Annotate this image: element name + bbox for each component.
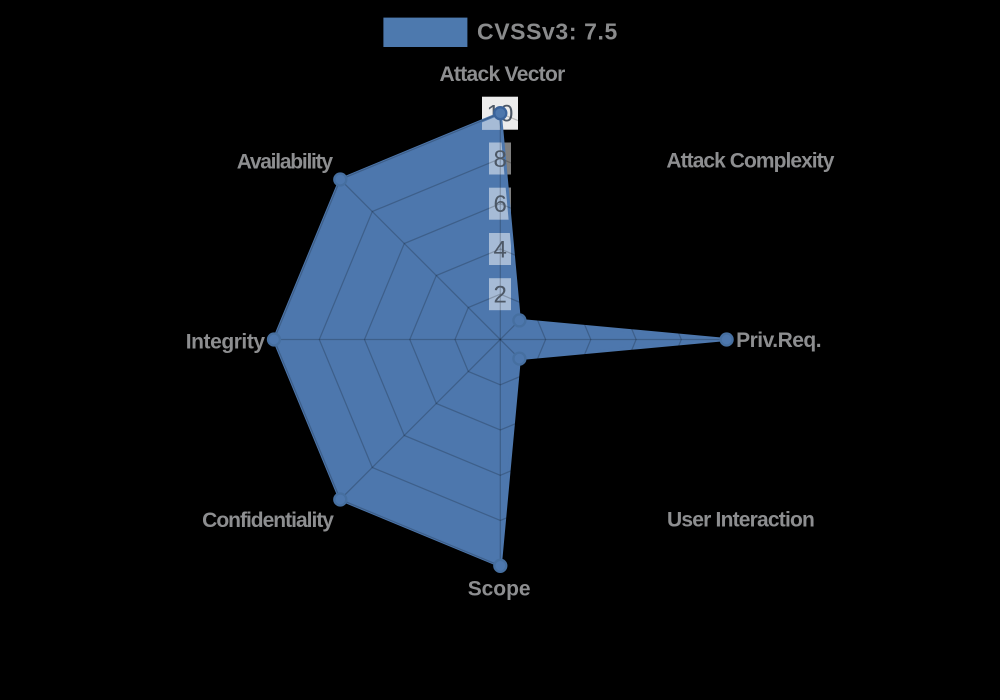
svg-text:Priv.Req.: Priv.Req.	[736, 329, 821, 352]
svg-text:CVSSv3: 7.5: CVSSv3: 7.5	[477, 19, 618, 45]
svg-text:User Interaction: User Interaction	[667, 508, 814, 531]
svg-text:2: 2	[494, 282, 507, 309]
svg-text:Integrity: Integrity	[186, 331, 266, 354]
svg-text:Confidentiality: Confidentiality	[202, 509, 334, 532]
svg-text:Attack Vector: Attack Vector	[439, 63, 565, 86]
svg-text:6: 6	[494, 191, 507, 218]
svg-text:8: 8	[494, 146, 507, 173]
svg-text:Availability: Availability	[237, 150, 334, 173]
svg-text:Scope: Scope	[468, 578, 531, 601]
svg-text:4: 4	[494, 237, 507, 264]
svg-text:Attack Complexity: Attack Complexity	[666, 149, 834, 172]
